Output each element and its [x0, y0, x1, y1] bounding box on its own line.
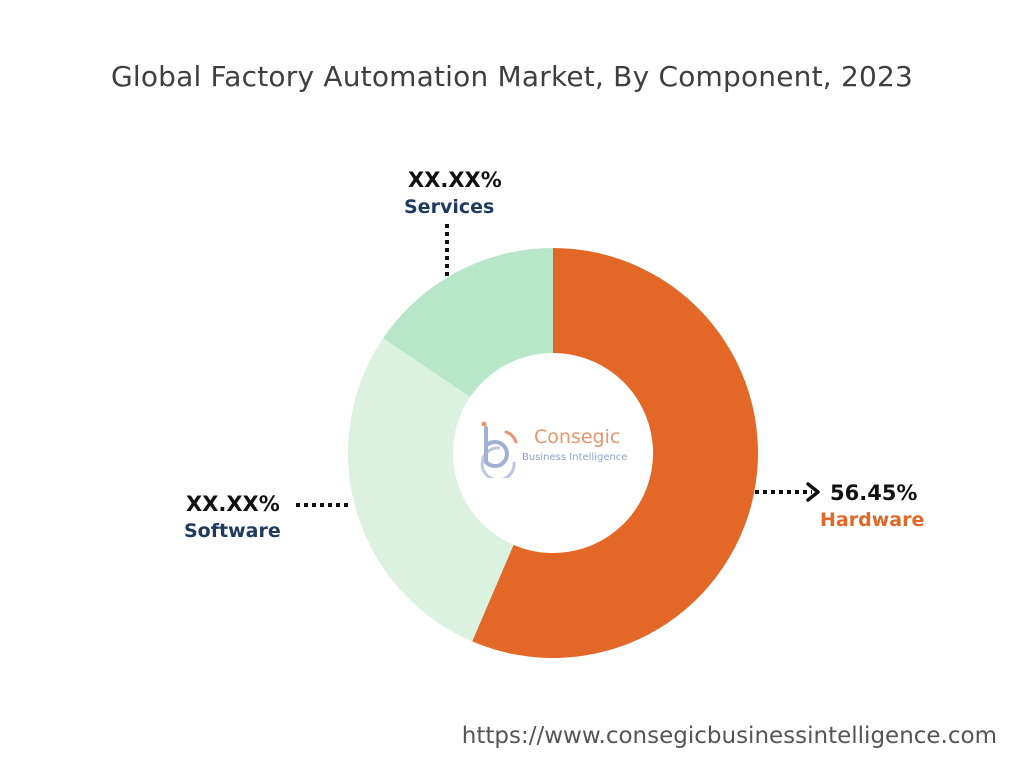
- chart-title: Global Factory Automation Market, By Com…: [110, 60, 914, 93]
- services-value-label: XX.XX%: [408, 168, 502, 192]
- source-url[interactable]: https://www.consegicbusinessintelligence…: [461, 723, 997, 749]
- hardware-value-label: 56.45%: [830, 481, 918, 505]
- hardware-name-label: Hardware: [820, 509, 925, 531]
- donut-slice-hardware: [472, 248, 758, 658]
- software-value-label: XX.XX%: [186, 492, 280, 516]
- logo-name: Consegic: [534, 426, 621, 448]
- software-name-label: Software: [184, 520, 281, 542]
- logo-mark-icon: [480, 421, 518, 478]
- brand-logo: Consegic Business Intelligence: [470, 418, 640, 478]
- hardware-arrow-icon: [806, 482, 820, 502]
- donut-slice-software: [348, 338, 514, 642]
- donut-slice-services: [383, 248, 553, 398]
- services-name-label: Services: [404, 196, 495, 218]
- logo-tagline: Business Intelligence: [522, 452, 628, 463]
